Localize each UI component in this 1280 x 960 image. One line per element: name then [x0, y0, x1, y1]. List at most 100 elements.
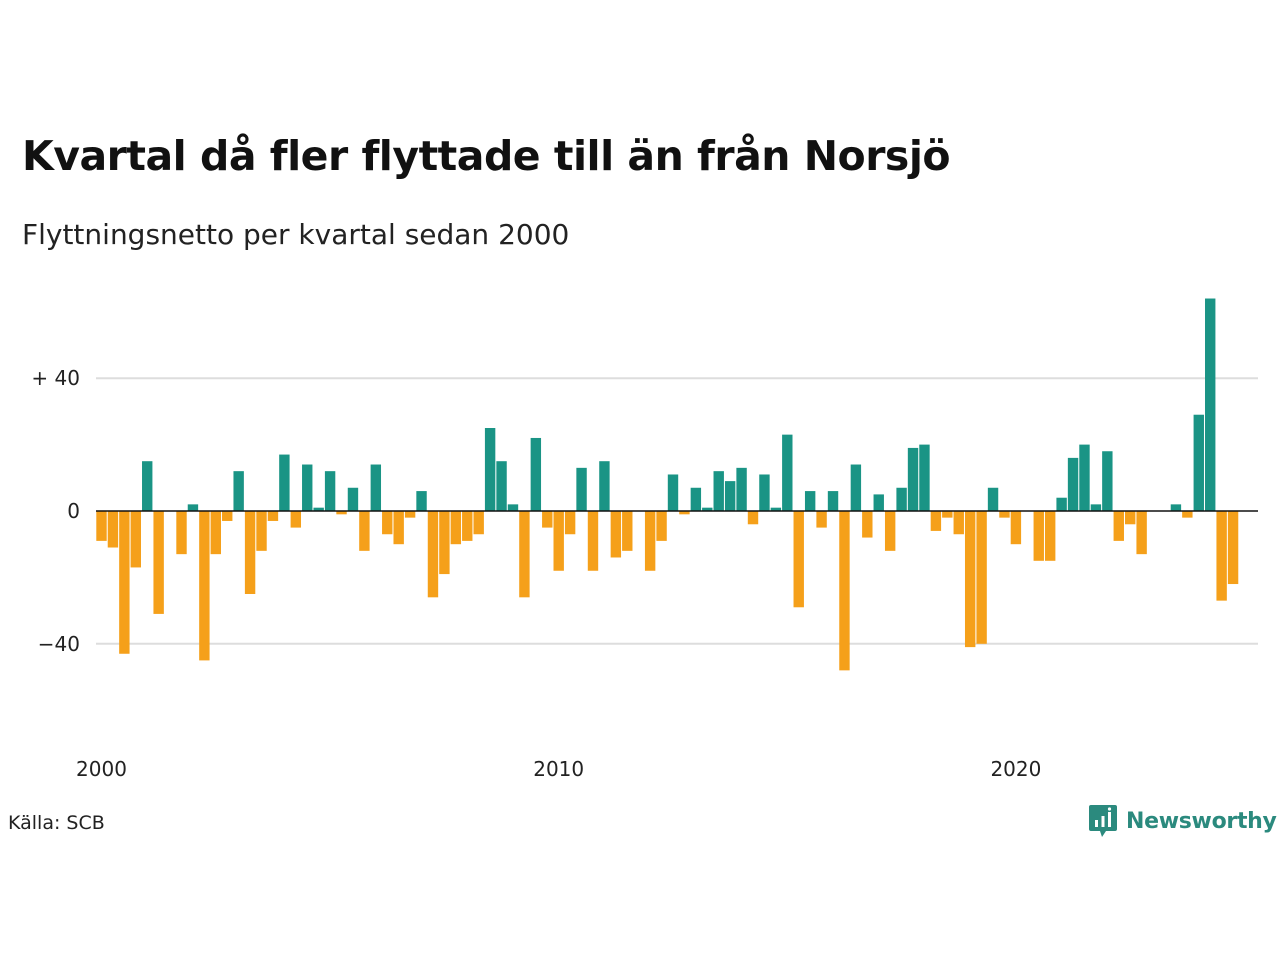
x-tick-labels: 2000 2010 2020: [76, 757, 1041, 781]
bar: [587, 511, 599, 571]
bar: [656, 511, 667, 541]
bar: [107, 511, 119, 548]
bar: [496, 461, 507, 511]
bar: [816, 511, 827, 528]
bar: [599, 461, 610, 511]
bar: [176, 511, 187, 555]
bar: [1227, 511, 1239, 585]
bar: [987, 487, 999, 511]
bar: [1010, 511, 1022, 545]
bar: [404, 511, 416, 518]
bar: [827, 491, 839, 511]
x-tick-label: 2010: [533, 757, 584, 781]
bar: [919, 444, 930, 511]
bar: [930, 511, 942, 531]
bar: [884, 511, 896, 551]
grid-lines: [96, 377, 1258, 645]
bar: [690, 487, 702, 511]
bar: [622, 511, 633, 551]
bar: [1170, 504, 1182, 511]
bar: [279, 454, 290, 511]
bar: [473, 511, 484, 535]
bar: [1182, 511, 1193, 518]
bar: [142, 461, 153, 511]
bar: [1136, 511, 1147, 555]
bar: [256, 511, 267, 551]
bar: [1033, 511, 1044, 561]
bar: [644, 511, 656, 571]
bar: [210, 511, 221, 555]
bar: [1044, 511, 1056, 561]
bar: [976, 511, 987, 644]
bar: [336, 511, 347, 515]
bar: [199, 511, 210, 661]
bar: [850, 464, 862, 511]
bar: [153, 511, 164, 614]
bar: [427, 511, 439, 598]
bar: [370, 464, 382, 511]
bar: [1102, 451, 1113, 511]
y-tick-label: −40: [38, 632, 80, 656]
bar: [187, 504, 199, 511]
bar: [1056, 497, 1067, 511]
bar: [119, 511, 130, 654]
bar: [564, 511, 576, 535]
bar: [793, 511, 804, 608]
bar: [222, 511, 233, 521]
bar: [244, 511, 256, 594]
bar: [964, 511, 976, 648]
y-tick-label: 0: [67, 499, 80, 523]
bar: [267, 511, 279, 521]
bar: [702, 507, 713, 511]
bar: [484, 428, 496, 511]
bar: [770, 507, 782, 511]
chart-subtitle: Flyttningsnetto per kvartal sedan 2000: [22, 218, 570, 251]
bar: [736, 467, 747, 511]
x-tick-label: 2000: [76, 757, 127, 781]
bar: [839, 511, 850, 671]
bar: [667, 474, 679, 511]
bar: [553, 511, 564, 571]
bar: [804, 491, 816, 511]
bar: [462, 511, 473, 541]
bar: [1067, 457, 1079, 511]
bar: [324, 471, 336, 511]
x-tick-label: 2020: [990, 757, 1041, 781]
bar: [1216, 511, 1227, 601]
bar: [679, 511, 690, 515]
bar: [782, 434, 793, 511]
bar: [610, 511, 622, 558]
bar: [724, 481, 736, 511]
y-tick-label: + 40: [31, 366, 80, 390]
bar-chart: + 40 0 −40 2000 2010 2020: [31, 298, 1258, 781]
bar: [896, 487, 907, 511]
bar: [450, 511, 462, 545]
bar: [416, 491, 427, 511]
bar: [713, 471, 724, 511]
bar: [530, 437, 542, 511]
bar: [290, 511, 302, 528]
bar: [130, 511, 141, 568]
chart-title: Kvartal då fler flyttade till än från No…: [22, 132, 951, 180]
bar: [359, 511, 370, 551]
bar: [1090, 504, 1102, 511]
bar: [439, 511, 450, 575]
bar: [747, 511, 759, 525]
bar: [873, 494, 884, 511]
bar: [393, 511, 404, 545]
bars: [96, 298, 1239, 671]
bar: [999, 511, 1010, 518]
y-tick-labels: + 40 0 −40: [31, 366, 80, 656]
bar: [907, 447, 919, 511]
bar: [862, 511, 873, 538]
brand-logo: Newsworthy: [1088, 804, 1277, 838]
bar: [1125, 511, 1136, 525]
bar: [519, 511, 530, 598]
bar: [953, 511, 964, 535]
bar: [1193, 414, 1204, 511]
bar: [942, 511, 953, 518]
bar: [302, 464, 313, 511]
bar: [382, 511, 393, 535]
bar: [313, 507, 324, 511]
bar: [507, 504, 519, 511]
